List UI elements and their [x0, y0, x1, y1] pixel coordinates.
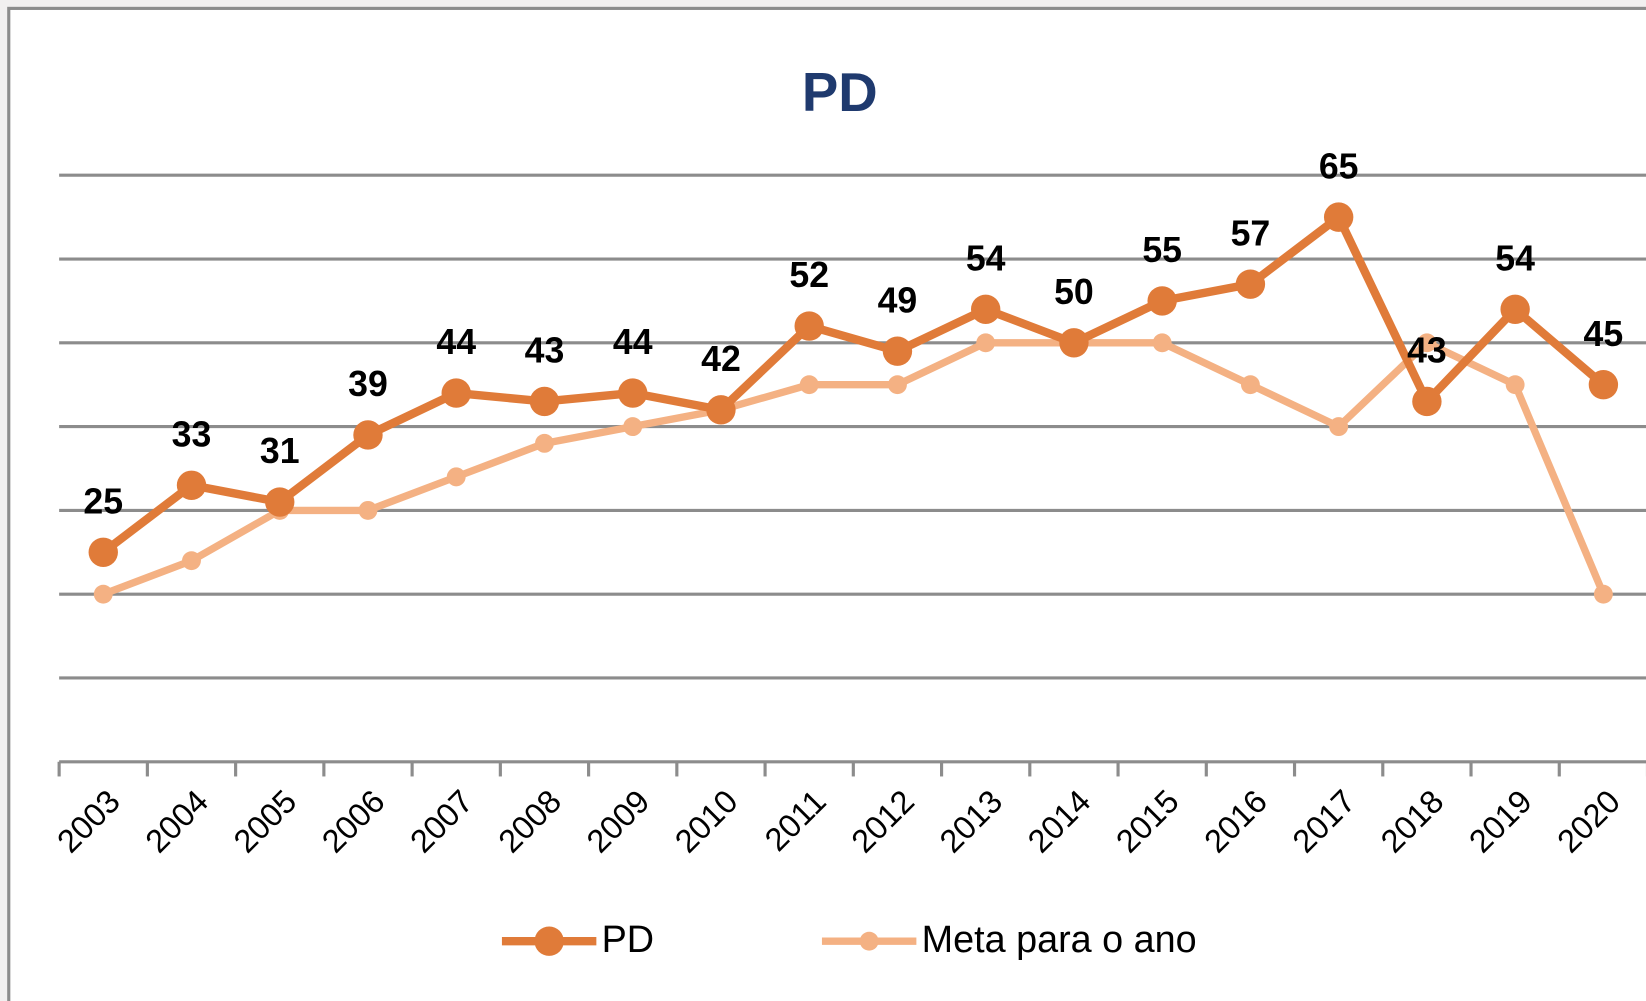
data-label: 44: [613, 322, 653, 362]
data-point: [182, 551, 201, 571]
data-point: [535, 433, 554, 453]
data-point: [88, 537, 118, 567]
chart-title: PD: [802, 62, 878, 123]
data-point: [1593, 584, 1613, 604]
data-point: [706, 395, 736, 425]
data-label: 57: [1231, 213, 1271, 253]
data-label: 49: [878, 280, 918, 320]
data-label: 50: [1054, 272, 1094, 312]
series-line: [101, 339, 1607, 598]
data-label: 45: [1584, 314, 1624, 354]
data-label: 54: [1495, 238, 1535, 278]
data-point: [1235, 269, 1266, 299]
data-point: [1329, 417, 1349, 437]
data-point: [265, 487, 295, 517]
legend-label: PD: [602, 919, 654, 961]
data-point: [353, 420, 383, 450]
data-point: [976, 333, 996, 353]
data-point: [794, 311, 824, 341]
legend-marker: [859, 931, 879, 951]
data-point: [446, 467, 466, 487]
data-point: [1588, 370, 1619, 400]
data-point: [93, 584, 113, 604]
data-label: 44: [436, 322, 476, 362]
data-label: 65: [1319, 146, 1359, 186]
data-point: [1323, 202, 1354, 232]
data-label: 55: [1142, 230, 1182, 270]
data-label: 52: [789, 255, 829, 295]
data-point: [1505, 375, 1525, 395]
series-line: [100, 212, 1607, 556]
data-point: [888, 375, 907, 395]
data-point: [882, 336, 913, 366]
data-point: [529, 386, 560, 417]
data-point: [1417, 333, 1437, 353]
data-label: 33: [172, 414, 212, 454]
legend-marker: [534, 926, 564, 956]
data-point: [176, 470, 207, 500]
data-point: [1147, 286, 1177, 316]
data-point: [358, 500, 378, 520]
data-point: [970, 294, 1001, 324]
data-point: [799, 375, 819, 395]
data-point: [1500, 294, 1530, 324]
data-label: 25: [83, 481, 123, 521]
data-point: [1240, 375, 1260, 395]
data-label: 42: [701, 339, 741, 379]
data-point: [1412, 386, 1442, 417]
data-point: [1152, 333, 1172, 353]
data-label: 31: [260, 431, 300, 471]
data-label: 39: [348, 364, 388, 404]
data-point: [623, 417, 643, 437]
data-label: 43: [525, 331, 565, 371]
data-point: [1059, 328, 1089, 358]
data-point: [618, 378, 648, 408]
legend-label: Meta para o ano: [922, 919, 1197, 961]
data-point: [441, 378, 471, 408]
data-label: 43: [1407, 331, 1447, 371]
data-label: 54: [966, 238, 1006, 278]
